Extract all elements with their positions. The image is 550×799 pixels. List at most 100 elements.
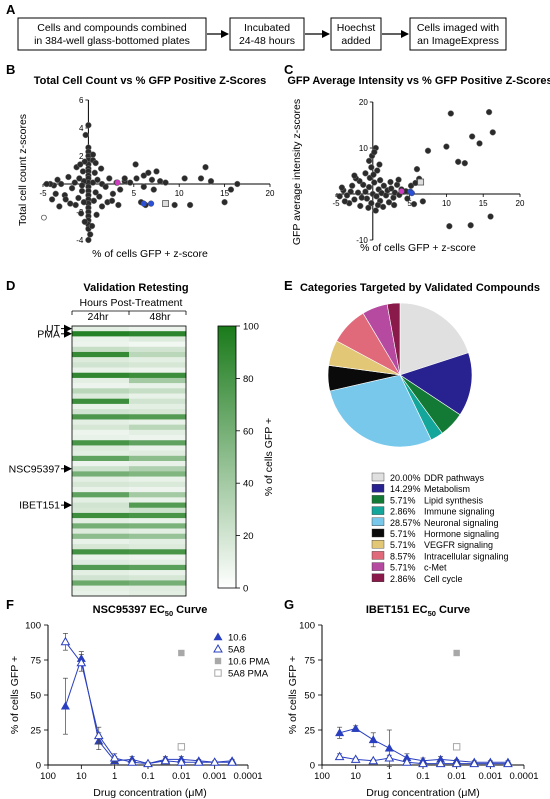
panel-c: C GFP Average Intensity vs % GFP Positiv…: [284, 62, 550, 254]
panel-letter-a: A: [6, 2, 16, 17]
heatmap-cell: [72, 575, 130, 581]
C-data-point: [374, 201, 382, 209]
panel-letter-c: C: [284, 62, 294, 77]
legend-percent: 2.86%: [390, 574, 416, 584]
B-data-point: [207, 178, 215, 185]
B-data-point: [80, 199, 88, 206]
B-data-point: [202, 164, 209, 171]
F-xtick-label: 100: [40, 771, 56, 782]
B-open-point: [41, 214, 47, 221]
panel-d-col-48hr: 48hr: [149, 311, 171, 323]
C-square-point: [417, 178, 425, 186]
legend-series-name: 10.6: [228, 633, 247, 644]
heatmap-cell: [72, 528, 130, 534]
heatmap-cell: [72, 476, 130, 483]
panel-c-title: GFP Average Intensity vs % GFP Positive …: [287, 75, 550, 87]
G-xtick-label: 100: [314, 771, 330, 782]
legend-series-name: 10.6 PMA: [228, 657, 270, 668]
G-data-point: [469, 758, 480, 768]
C-data-point: [336, 193, 343, 200]
heatmap-cell: [72, 372, 130, 379]
heatmap-cell: [129, 476, 187, 483]
C-data-point: [469, 133, 476, 140]
heatmap-cell: [129, 549, 187, 555]
flow-box-2-line-2: 24-48 hours: [239, 35, 295, 47]
C-data-point: [362, 188, 369, 195]
heatmap-cell: [72, 403, 130, 410]
heatmap-cell: [129, 445, 187, 451]
heatmap-cell: [129, 336, 187, 342]
C-data-point: [365, 183, 373, 191]
legend-series-name: 5A8 PMA: [228, 669, 269, 680]
F-xtick-label: 0.1: [141, 771, 154, 782]
heatmap-cell: [72, 502, 130, 509]
B-data-point: [108, 197, 116, 204]
G-xtick-label: 1: [387, 771, 392, 782]
B-data-point: [79, 168, 87, 175]
pie-slice: [329, 374, 432, 448]
heatmap-cell: [129, 377, 187, 384]
F-xtick-label: 0.01: [172, 771, 191, 782]
legend-label: DDR pathways: [424, 473, 485, 483]
B-data-point: [162, 179, 169, 186]
C-xtick-label: 20: [516, 199, 525, 208]
heatmap-cell: [129, 372, 187, 379]
heatmap-cell: [72, 367, 130, 374]
legend-label: Hormone signaling: [424, 529, 499, 539]
C-data-point: [443, 143, 450, 150]
panel-f: F NSC95397 EC50 Curve % of cells GFP + D…: [6, 597, 270, 799]
C-data-point: [365, 204, 372, 211]
heatmap-cell: [72, 341, 130, 348]
heatmap-cell: [72, 549, 130, 555]
heatmap-cell: [72, 471, 130, 477]
flow-box-2-line-1: Incubated: [244, 22, 290, 34]
G-data-point: [485, 758, 496, 768]
flow-box-3-line-1: Hoechst: [337, 22, 376, 34]
panel-g-title: IBET151 EC50 Curve: [366, 604, 470, 618]
heatmap-cell: [129, 486, 187, 493]
legend-percent: 20.00%: [390, 473, 421, 483]
heatmap-cell: [129, 502, 187, 509]
B-data-point: [145, 169, 152, 176]
heatmap-cell: [129, 544, 187, 550]
G-data-point: [453, 649, 460, 657]
heatmap-cell: [129, 533, 187, 540]
C-data-point: [371, 148, 378, 156]
B-data-point: [153, 168, 160, 175]
B-data-point: [89, 151, 97, 158]
heatmap-cell: [129, 564, 187, 571]
F-data-point: [227, 757, 237, 766]
C-data-point: [370, 171, 377, 178]
heatmap-cell: [129, 393, 187, 399]
F-series-line: [64, 656, 233, 765]
C-data-point: [377, 177, 384, 184]
legend-percent: 5.71%: [390, 540, 416, 550]
B-data-point: [106, 175, 113, 182]
F-data-point: [127, 757, 137, 766]
B-data-point: [52, 190, 59, 197]
G-xtick-label: 0.1: [416, 771, 429, 782]
flow-box-3: [330, 17, 382, 51]
C-ytick-label: -10: [356, 236, 368, 245]
heatmap-cell: [72, 512, 130, 519]
heatmap-cell: [72, 497, 130, 503]
panel-f-title: NSC95397 EC50 Curve: [93, 604, 208, 618]
F-data-point: [209, 757, 220, 766]
C-data-point: [395, 176, 402, 183]
C-data-point: [487, 213, 494, 220]
B-data-point: [92, 189, 99, 196]
panel-e-pie: [327, 302, 473, 448]
panel-c-xlabel: % of cells GFP + z-score: [360, 242, 476, 254]
panel-d-heatmap: [71, 325, 187, 597]
heatmap-cell: [129, 461, 187, 467]
F-data-point: [60, 636, 71, 646]
B-data-point: [197, 175, 205, 182]
C-data-point: [372, 207, 379, 214]
G-ytick-label: 75: [304, 656, 315, 667]
heatmap-cell: [129, 383, 187, 389]
C-data-point: [373, 193, 380, 200]
B-ytick-label: 2: [79, 152, 84, 161]
heatmap-cell: [72, 346, 130, 353]
C-ytick-label: 10: [359, 144, 368, 153]
